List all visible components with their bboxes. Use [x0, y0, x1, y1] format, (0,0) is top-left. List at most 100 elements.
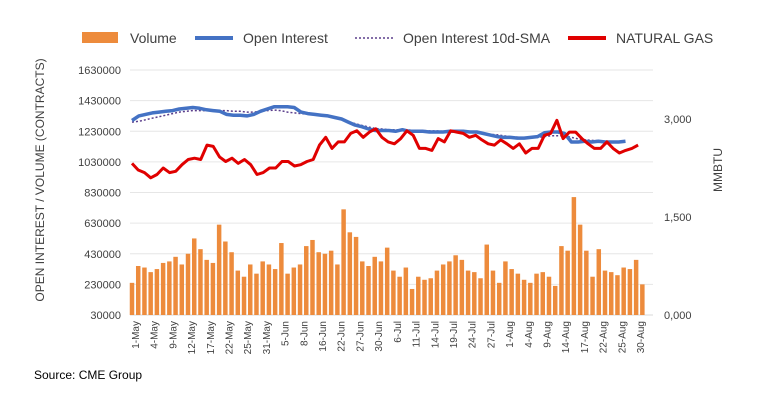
volume-bar — [416, 276, 421, 315]
volume-bar — [360, 261, 365, 315]
x-tick-label: 1-May — [131, 321, 142, 349]
left-tick-label: 630000 — [84, 218, 121, 230]
volume-bar — [472, 272, 477, 315]
volume-bar — [633, 259, 639, 315]
volume-bar — [596, 249, 602, 315]
volume-bar — [608, 272, 614, 315]
natural-gas-line — [130, 118, 639, 180]
volume-bar — [521, 279, 527, 315]
volume-bar — [552, 285, 558, 315]
volume-bar — [534, 273, 539, 315]
volume-bar — [297, 264, 303, 315]
volume-bar — [422, 279, 427, 315]
volume-bar — [254, 273, 259, 315]
x-tick-label: 24-Jul — [468, 321, 479, 348]
volume-bar — [478, 278, 483, 315]
volume-bar — [167, 261, 172, 315]
x-tick-label: 4-May — [150, 321, 161, 349]
volume-bar — [241, 276, 247, 315]
volume-bar — [328, 250, 334, 315]
x-tick-label: 22-Jun — [337, 321, 348, 352]
x-tick-label: 9-Aug — [543, 321, 554, 348]
x-tick-label: 1-Aug — [505, 321, 516, 348]
legend-label: NATURAL GAS — [616, 30, 713, 46]
volume-bar — [640, 284, 645, 315]
legend-swatch-volume — [82, 32, 118, 43]
volume-bar — [322, 253, 328, 315]
volume-bar — [447, 261, 452, 315]
left-axis-title: OPEN INTEREST / VOLUME (CONTRACTS) — [33, 58, 47, 301]
legend-label: Open Interest — [243, 30, 328, 46]
volume-bar — [173, 256, 178, 315]
x-tick-label: 14-Jul — [430, 321, 441, 348]
volume-bar — [584, 250, 589, 315]
volume-bar — [440, 264, 446, 315]
x-tick-label: 30-Jun — [374, 321, 385, 352]
right-tick-label: 0,000 — [664, 310, 692, 322]
left-tick-label: 830000 — [84, 188, 121, 200]
volume-bar — [453, 255, 458, 315]
volume-bar — [496, 282, 502, 315]
volume-bar — [484, 244, 489, 315]
volume-bar — [378, 261, 384, 315]
volume-bar — [191, 238, 197, 315]
volume-bar — [397, 276, 402, 315]
volume-bar — [135, 266, 141, 315]
volume-bar — [391, 270, 396, 315]
volume-bar — [546, 276, 552, 315]
left-tick-label: 1430000 — [78, 96, 121, 108]
right-axis-title: MMBTU — [711, 148, 725, 192]
left-tick-label: 1030000 — [78, 157, 121, 169]
left-tick-label: 1630000 — [78, 65, 121, 77]
volume-bar — [154, 269, 160, 315]
volume-bar — [316, 252, 321, 315]
source-note: Source: CME Group — [34, 368, 143, 382]
x-tick-label: 30-Aug — [636, 321, 647, 353]
volume-bar — [335, 264, 340, 315]
x-tick-label: 4-Aug — [524, 321, 535, 348]
volume-bar — [229, 252, 234, 315]
volume-bar — [540, 272, 546, 315]
volume-bar — [503, 261, 508, 315]
volume-bar — [148, 272, 153, 315]
volume-bar — [310, 239, 315, 315]
volume-bar — [142, 267, 147, 315]
volume-bar — [565, 250, 570, 315]
right-tick-label: 3,000 — [664, 114, 692, 126]
volume-bar — [571, 197, 577, 315]
x-tick-label: 25-May — [243, 321, 254, 354]
volume-bar — [490, 270, 496, 315]
volume-bar — [372, 256, 377, 315]
left-axis-ticks: 30000 230000 430000 630000 830000 1030000 1230… — [78, 65, 121, 322]
volume-bar — [465, 270, 471, 315]
volume-bar — [615, 275, 620, 315]
volume-bar — [459, 259, 465, 315]
volume-bar — [341, 209, 346, 315]
volume-bar — [210, 262, 216, 315]
volume-bar — [260, 261, 265, 315]
x-tick-label: 6-Jul — [393, 321, 404, 343]
x-tick-label: 9-May — [168, 321, 179, 349]
left-tick-label: 230000 — [84, 279, 121, 291]
volume-bar — [185, 253, 191, 315]
volume-bar — [621, 267, 626, 315]
open-interest-line — [131, 105, 626, 144]
left-tick-label: 30000 — [90, 310, 121, 322]
volume-bar — [347, 232, 353, 315]
volume-bar — [129, 282, 135, 315]
x-tick-label: 31-May — [262, 321, 273, 354]
x-tick-label: 12-May — [187, 321, 198, 354]
volume-bar — [285, 273, 290, 315]
volume-bar — [266, 264, 272, 315]
x-tick-label: 27-Jul — [486, 321, 497, 348]
volume-bar — [384, 247, 390, 315]
x-tick-label: 25-Aug — [617, 321, 628, 353]
volume-bar — [434, 270, 440, 315]
x-tick-label: 8-Jun — [299, 321, 310, 346]
series-lines — [130, 105, 639, 180]
right-tick-label: 1,500 — [664, 212, 692, 224]
volume-bar — [627, 269, 633, 315]
volume-bar — [160, 262, 166, 315]
x-tick-label: 22-May — [225, 321, 236, 354]
